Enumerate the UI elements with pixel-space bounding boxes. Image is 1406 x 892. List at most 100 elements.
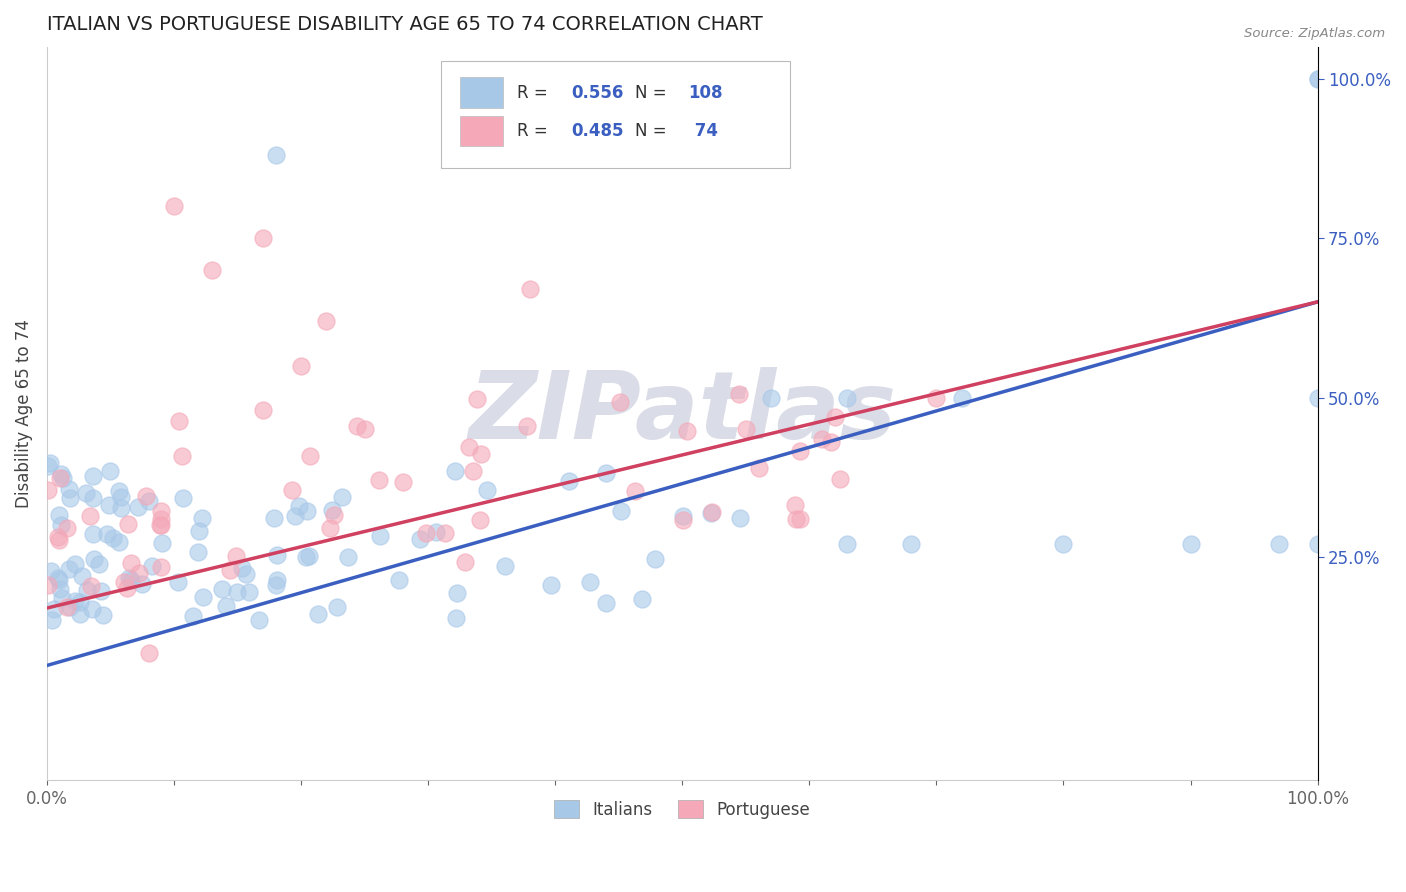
Point [63, 557, 86, 571]
Point [700, 506, 723, 520]
Point [48, 573, 70, 587]
Text: ITALIAN VS PORTUGUESE DISABILITY AGE 65 TO 74 CORRELATION CHART: ITALIAN VS PORTUGUESE DISABILITY AGE 65 … [46, 15, 762, 34]
Point [1268, 537, 1291, 551]
Point [75, 486, 97, 500]
Point [353, 422, 375, 436]
Point [837, 391, 859, 405]
Point [70, 569, 93, 583]
Point [290, 359, 312, 373]
Point [56, 600, 79, 615]
Point [128, 566, 150, 580]
Point [82, 526, 104, 541]
Point [610, 503, 633, 517]
Point [37, 483, 59, 497]
Point [120, 573, 142, 587]
Point [108, 483, 131, 498]
Point [138, 493, 160, 508]
Point [494, 559, 516, 574]
Point [433, 525, 456, 540]
Point [266, 573, 288, 587]
Text: R =: R = [517, 122, 553, 140]
Text: 0.485: 0.485 [572, 122, 624, 140]
Point [294, 550, 316, 565]
Point [392, 475, 415, 490]
Point [252, 231, 274, 245]
Point [181, 609, 204, 624]
Point [368, 473, 391, 487]
Point [149, 504, 172, 518]
Point [900, 537, 922, 551]
Point [444, 611, 467, 625]
Point [48, 508, 70, 523]
Point [644, 552, 666, 566]
Point [231, 560, 253, 574]
Point [728, 387, 751, 401]
Point [734, 422, 756, 436]
Point [98, 464, 121, 478]
Point [97, 498, 120, 512]
Text: N =: N = [636, 84, 672, 102]
FancyBboxPatch shape [460, 78, 503, 108]
Point [330, 490, 353, 504]
Point [263, 511, 285, 525]
FancyBboxPatch shape [460, 116, 503, 146]
Point [112, 574, 135, 589]
Point [56, 521, 79, 535]
Point [80, 602, 103, 616]
Point [37, 459, 59, 474]
Point [595, 467, 617, 481]
Point [49, 467, 72, 481]
Text: R =: R = [517, 84, 553, 102]
Point [150, 518, 173, 533]
Point [172, 491, 194, 505]
Point [215, 599, 238, 613]
Point [828, 472, 851, 486]
Point [307, 607, 329, 622]
Point [388, 573, 411, 587]
Point [44, 602, 66, 616]
Point [672, 513, 695, 527]
Point [49, 471, 72, 485]
Point [59, 491, 82, 505]
Point [149, 512, 172, 526]
Point [51, 591, 73, 606]
Point [219, 563, 242, 577]
Point [41, 613, 63, 627]
Point [675, 424, 697, 438]
Point [475, 483, 498, 498]
Point [470, 448, 492, 462]
Point [578, 575, 600, 590]
Point [39, 457, 62, 471]
Point [319, 521, 342, 535]
Point [117, 581, 139, 595]
Point [101, 531, 124, 545]
Point [1052, 537, 1074, 551]
Point [80, 579, 103, 593]
Point [284, 509, 307, 524]
Point [672, 508, 695, 523]
Point [925, 391, 948, 405]
Point [52, 471, 75, 485]
Point [298, 549, 321, 563]
Point [49, 582, 72, 596]
Point [226, 584, 249, 599]
Text: Source: ZipAtlas.com: Source: ZipAtlas.com [1244, 27, 1385, 40]
Point [346, 419, 368, 434]
FancyBboxPatch shape [441, 62, 790, 168]
Point [82, 491, 104, 505]
Point [789, 512, 811, 526]
Point [69, 607, 91, 621]
Point [150, 536, 173, 550]
Point [117, 517, 139, 532]
Point [446, 586, 468, 600]
Point [415, 525, 437, 540]
Point [623, 483, 645, 498]
Point [138, 646, 160, 660]
Point [1306, 71, 1329, 86]
Point [759, 391, 782, 405]
Point [91, 608, 114, 623]
Point [58, 562, 80, 576]
Point [519, 282, 541, 296]
Point [46, 570, 69, 584]
Text: 0.556: 0.556 [572, 84, 624, 102]
